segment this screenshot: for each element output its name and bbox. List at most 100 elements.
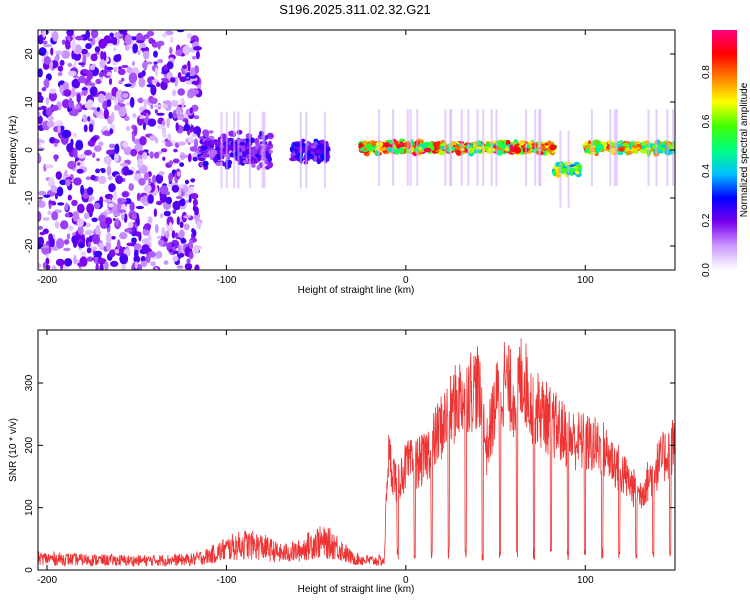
heatmap-streak — [237, 111, 240, 189]
heatmap-cell — [167, 133, 172, 141]
heatmap-cell — [549, 144, 557, 151]
heatmap-streak — [444, 109, 447, 186]
heatmap-cell — [76, 203, 85, 214]
heatmap-cell — [80, 251, 86, 257]
heatmap-streak — [666, 109, 669, 186]
y-tick-label: 0 — [24, 147, 35, 153]
heatmap-cell — [652, 145, 657, 149]
heatmap-cell — [191, 133, 198, 137]
heatmap-cell — [183, 223, 190, 231]
heatmap-cell — [61, 39, 66, 45]
heatmap-cell — [153, 151, 160, 159]
heatmap-cell — [99, 59, 106, 69]
heatmap-cell — [123, 146, 132, 156]
heatmap-cell — [626, 150, 632, 156]
colorbar: 0.0 0.2 0.4 0.6 0.8 Normalized spectral ampl… — [701, 30, 750, 277]
heatmap-cell — [150, 261, 157, 267]
heatmap-cell — [147, 234, 152, 244]
x-tick-label: -200 — [37, 275, 57, 286]
heatmap-cell — [172, 255, 179, 262]
heatmap-cell — [145, 113, 149, 119]
heatmap-cell — [78, 242, 85, 249]
heatmap-cell — [189, 107, 193, 114]
heatmap-cell — [97, 114, 106, 120]
heatmap-cell — [142, 122, 146, 131]
heatmap-cell — [104, 261, 109, 270]
heatmap-cell — [140, 260, 148, 268]
heatmap-cell — [153, 208, 157, 217]
heatmap-cell — [65, 178, 71, 187]
heatmap-cell — [64, 202, 69, 211]
heatmap-streak — [449, 109, 452, 186]
heatmap-cell — [90, 174, 96, 181]
heatmap-cell — [509, 144, 513, 149]
heatmap-cell — [85, 43, 92, 50]
heatmap-cell — [51, 104, 59, 112]
heatmap-cell — [48, 200, 56, 205]
heatmap-cell — [152, 174, 157, 184]
snr-x-label: Height of straight line (km) — [298, 584, 415, 595]
heatmap-cell — [82, 114, 88, 123]
heatmap-cell — [575, 171, 580, 175]
heatmap-cell — [142, 152, 148, 160]
heatmap-cell — [66, 233, 71, 240]
heatmap-cell — [103, 108, 110, 120]
heatmap-cell — [143, 172, 149, 181]
heatmap-cell — [45, 97, 50, 106]
heatmap-cell — [132, 61, 135, 67]
heatmap-cell — [168, 111, 173, 119]
heatmap-cell — [513, 146, 522, 154]
heatmap-cell — [61, 129, 71, 139]
heatmap-cell — [190, 178, 196, 183]
heatmap-cell — [86, 70, 94, 81]
heatmap-cell — [98, 175, 107, 185]
heatmap-cell — [67, 70, 77, 77]
heatmap-cell — [120, 203, 127, 215]
heatmap-cell — [124, 228, 133, 233]
heatmap-cell — [169, 36, 174, 43]
heatmap-cell — [394, 149, 400, 155]
heatmap-cell — [316, 158, 322, 165]
heatmap-cell — [38, 143, 42, 147]
heatmap-cell — [161, 226, 166, 237]
heatmap-cell — [228, 130, 235, 137]
heatmap-cell — [159, 213, 164, 219]
heatmap-cell — [47, 210, 52, 216]
heatmap-cell — [191, 104, 199, 112]
heatmap-cell — [104, 64, 108, 75]
heatmap-cell — [187, 153, 192, 163]
heatmap-cell — [67, 160, 77, 170]
heatmap-cell — [160, 148, 168, 153]
heatmap-cell — [125, 198, 132, 205]
heatmap-cell — [105, 240, 112, 251]
heatmap-cell — [172, 158, 180, 164]
heatmap-cell — [91, 136, 98, 142]
heatmap-cell — [143, 184, 152, 193]
heatmap-cell — [77, 225, 84, 235]
heatmap-cell — [124, 45, 130, 51]
heatmap-cell — [54, 120, 64, 127]
heatmap-cell — [179, 221, 184, 229]
heatmap-cell — [128, 72, 138, 84]
heatmap-cell — [266, 133, 273, 138]
heatmap-cell — [179, 229, 185, 239]
heatmap-cell — [112, 190, 118, 202]
snr-y-ticks: 0 100 200 300 — [24, 374, 675, 573]
heatmap-cell — [147, 118, 157, 127]
heatmap-cell — [95, 224, 101, 236]
heatmap-cell — [97, 93, 105, 104]
heatmap-streak — [225, 111, 228, 189]
heatmap-cell — [146, 84, 155, 88]
heatmap-cell — [64, 258, 73, 267]
heatmap-cell — [38, 115, 43, 125]
heatmap-cell — [47, 115, 54, 122]
heatmap-streak — [482, 109, 485, 186]
heatmap-cell — [191, 56, 197, 60]
heatmap-cell — [171, 230, 176, 239]
heatmap-streak — [655, 109, 658, 186]
heatmap-cell — [38, 95, 44, 103]
heatmap-cell — [165, 141, 173, 147]
heatmap-cell — [38, 152, 41, 163]
heatmap-cell — [143, 34, 150, 39]
heatmap-cell — [171, 101, 179, 107]
